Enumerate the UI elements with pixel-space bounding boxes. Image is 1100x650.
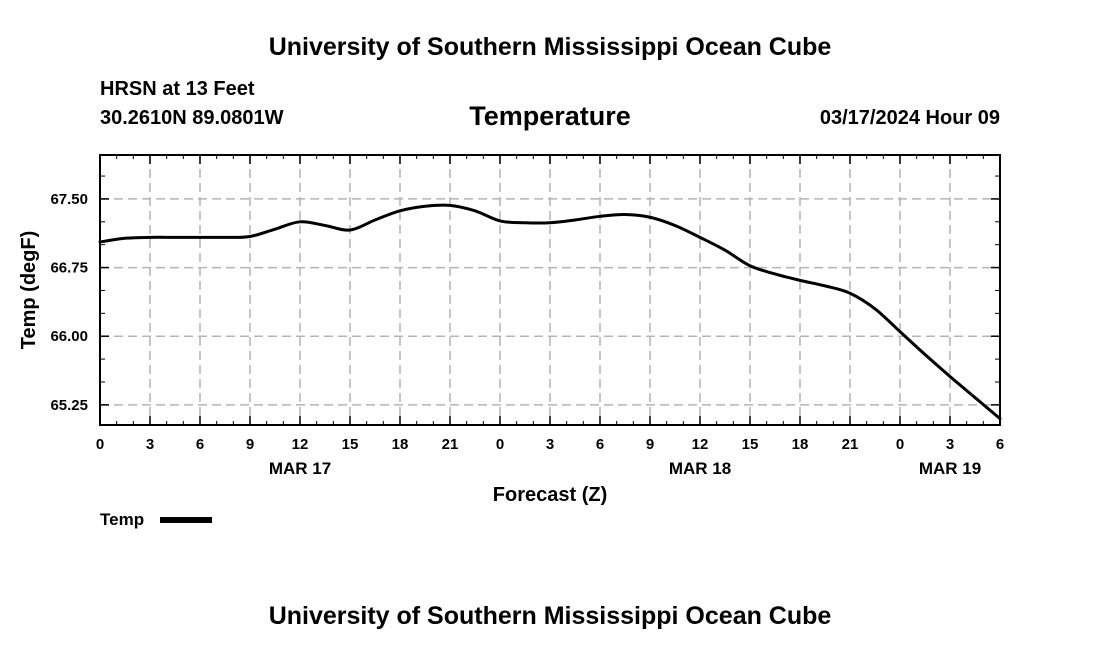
x-tick-label: 12 [292, 436, 309, 453]
y-tick-label: 67.50 [50, 191, 88, 208]
chart-header-title: University of Southern Mississippi Ocean… [269, 33, 832, 61]
x-tick-label: 6 [596, 436, 604, 453]
x-tick-label: 15 [342, 436, 359, 453]
datetime-label: 03/17/2024 Hour 09 [820, 107, 1000, 129]
station-label: HRSN at 13 Feet [100, 78, 255, 100]
x-tick-label: 18 [392, 436, 409, 453]
y-tick-label: 66.00 [50, 328, 88, 345]
coordinates-label: 30.2610N 89.0801W [100, 107, 284, 129]
y-tick-label: 65.25 [50, 397, 88, 414]
axis-ticks [99, 155, 1001, 425]
grid-lines [100, 155, 1000, 425]
x-tick-label: 3 [946, 436, 954, 453]
x-tick-label: 21 [842, 436, 859, 453]
x-tick-label: 15 [742, 436, 759, 453]
x-tick-label: 0 [96, 436, 104, 453]
y-tick-label: 66.75 [50, 260, 88, 277]
x-tick-label: 3 [546, 436, 554, 453]
x-tick-label: 0 [896, 436, 904, 453]
x-tick-label: 6 [996, 436, 1004, 453]
x-tick-label: 18 [792, 436, 809, 453]
tick-labels: 0 3 6 9 12 15 18 21 0 3 6 9 12 15 18 21 0 3 6 65.25 66.00 66.… [50, 191, 1004, 478]
x-tick-label: 12 [692, 436, 709, 453]
x-tick-label: 9 [646, 436, 654, 453]
date-label: MAR 17 [269, 459, 331, 478]
footer-title: University of Southern Mississippi Ocean… [269, 602, 832, 630]
x-tick-label: 21 [442, 436, 459, 453]
x-tick-label: 3 [146, 436, 154, 453]
series-layer [98, 203, 1002, 421]
temp-series-line [98, 203, 1002, 421]
variable-title: Temperature [469, 101, 631, 131]
y-axis-label: Temp (degF) [18, 231, 40, 350]
legend-label: Temp [100, 510, 144, 529]
x-tick-label: 6 [196, 436, 204, 453]
x-tick-label: 0 [496, 436, 504, 453]
date-label: MAR 18 [669, 459, 731, 478]
x-axis-label: Forecast (Z) [493, 484, 607, 506]
x-tick-label: 9 [246, 436, 254, 453]
date-label: MAR 19 [919, 459, 981, 478]
